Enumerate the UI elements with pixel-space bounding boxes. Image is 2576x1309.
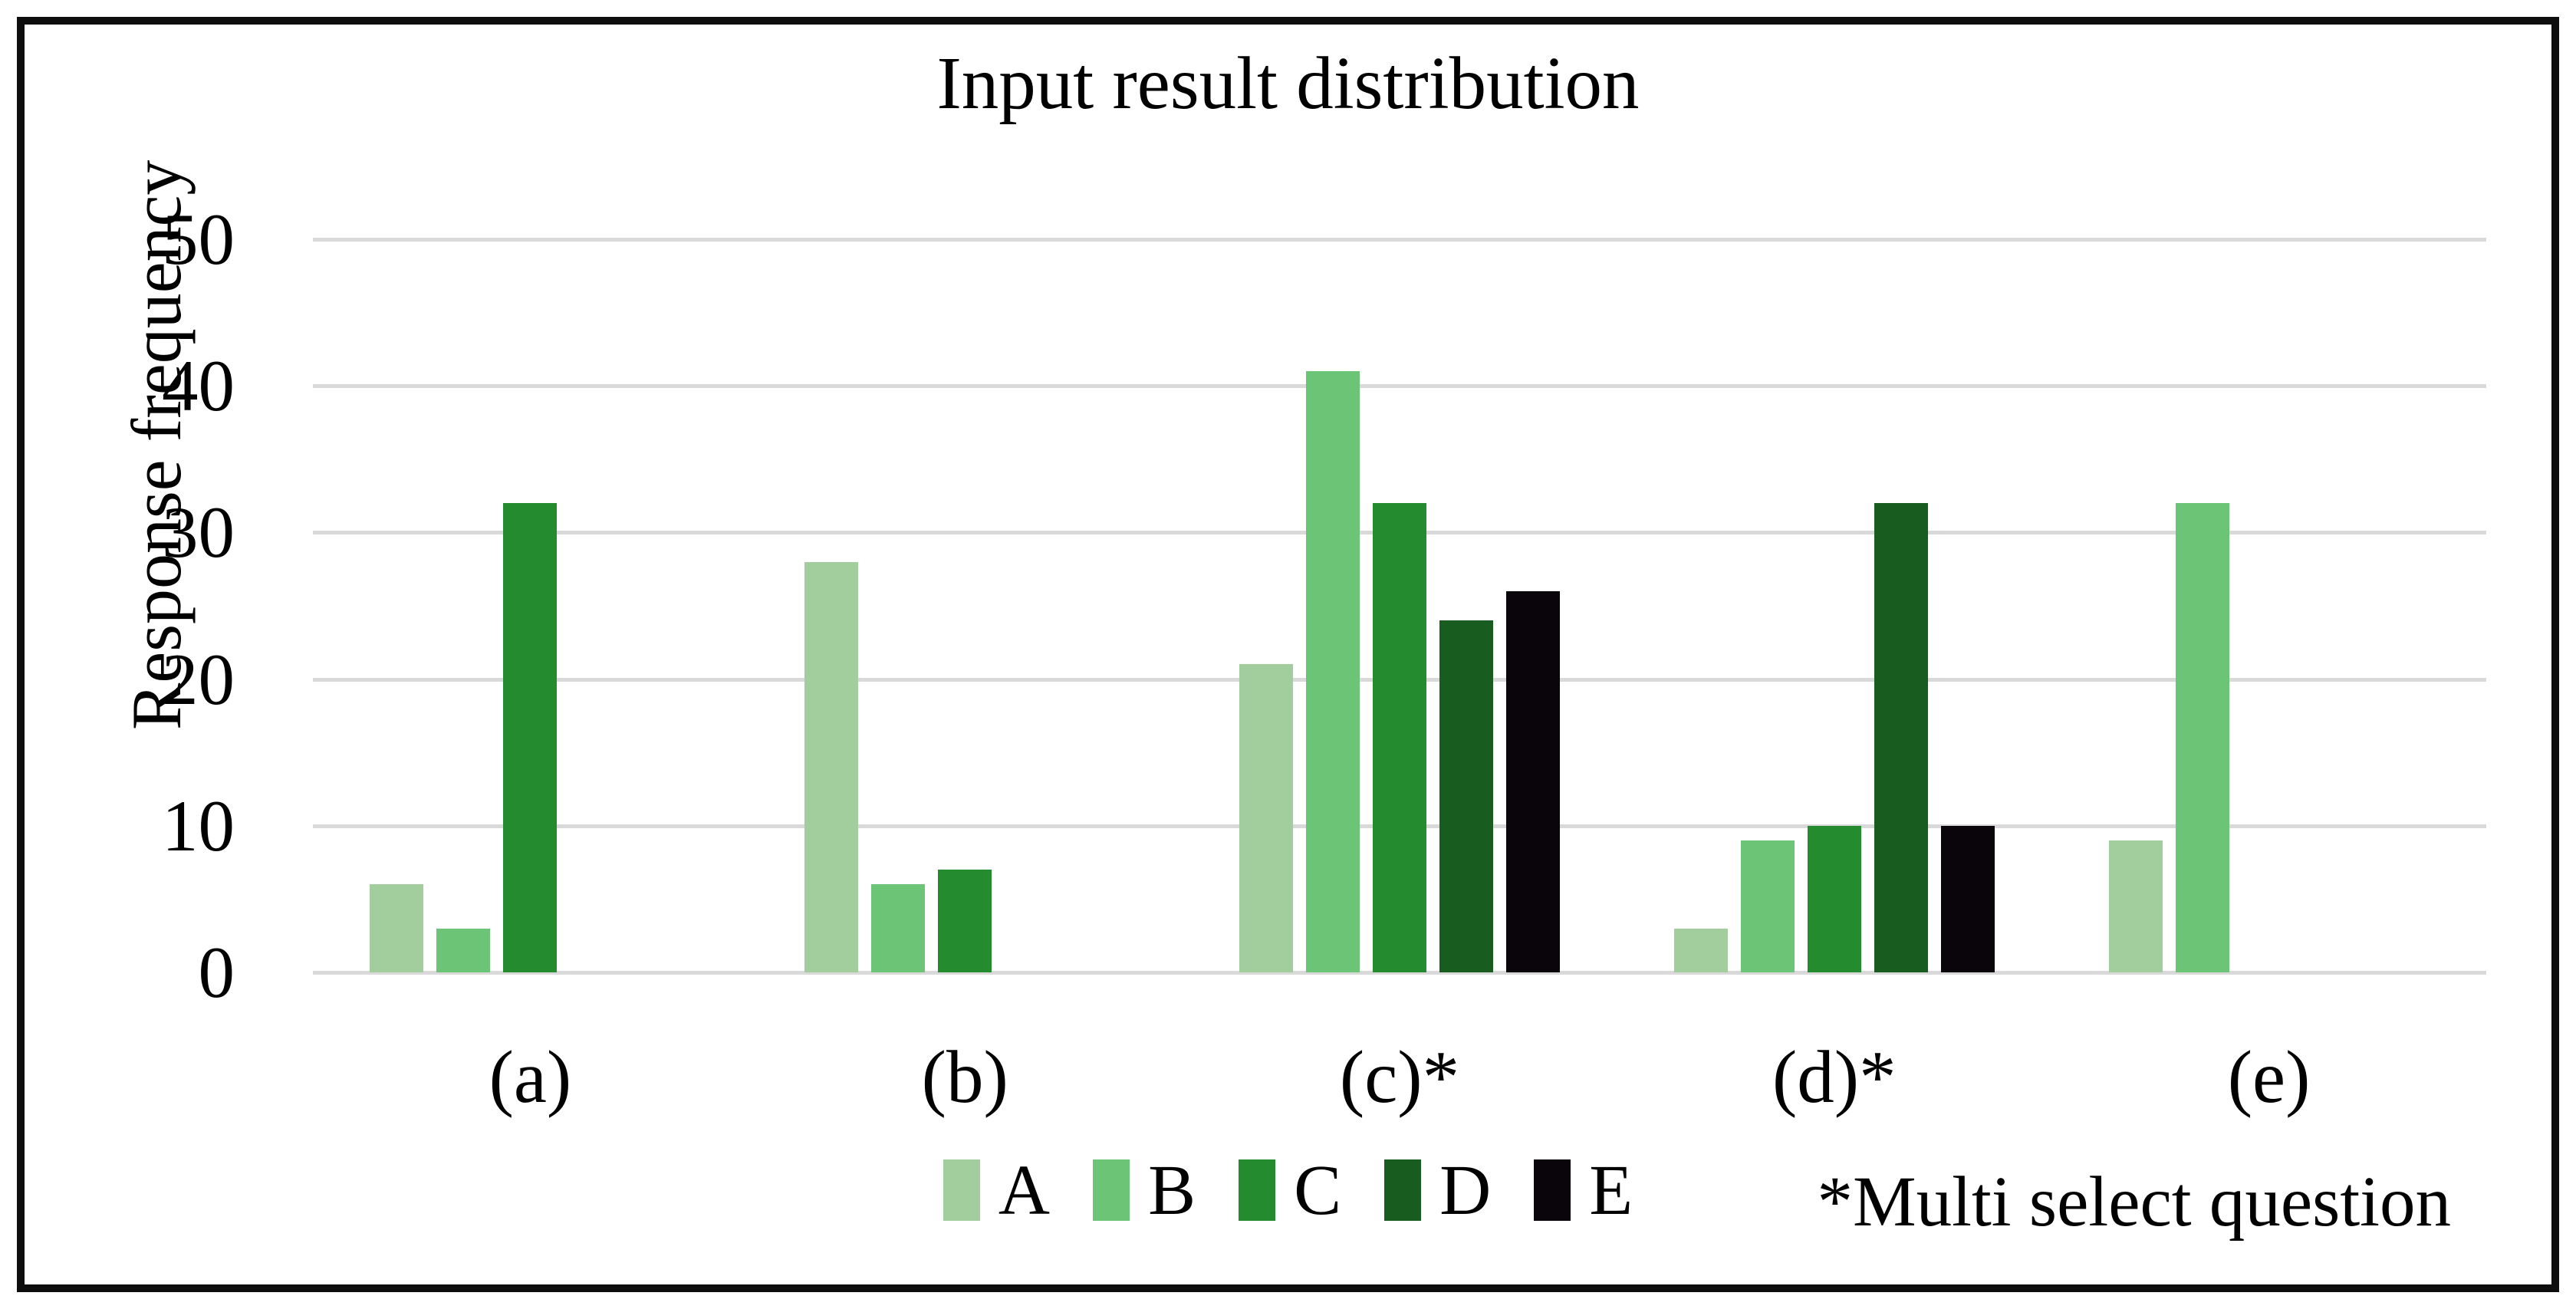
legend: A B C D E	[0, 1151, 2576, 1230]
bar-group-b	[748, 239, 1183, 972]
y-axis-tick-label: 0	[198, 932, 235, 1013]
legend-item-d: D	[1384, 1149, 1491, 1232]
chart-title: Input result distribution	[936, 42, 1640, 124]
x-axis-category-label: (b)	[921, 1036, 1008, 1118]
legend-label: D	[1439, 1150, 1492, 1230]
bar-d	[1439, 620, 1493, 972]
x-axis-category-label: (c)*	[1339, 1036, 1460, 1118]
y-axis-tick-label: 10	[162, 784, 235, 867]
legend-label: E	[1589, 1150, 1633, 1230]
bar-b	[871, 884, 926, 972]
bar-a	[370, 884, 424, 972]
bar-b	[436, 929, 491, 972]
gridline	[313, 971, 2486, 975]
x-axis-category-label: (d)*	[1772, 1036, 1897, 1118]
gridline	[313, 384, 2486, 389]
legend-swatch-c	[1239, 1159, 1276, 1221]
bar-a	[2108, 840, 2163, 972]
multi-select-note: *Multi select question	[1817, 1163, 2451, 1242]
bar-e	[1505, 591, 1560, 972]
bar-c	[1372, 503, 1426, 972]
figure-border	[17, 17, 2559, 1292]
legend-label: C	[1294, 1150, 1342, 1230]
legend-label: A	[998, 1150, 1051, 1230]
bar-c	[1807, 826, 1861, 972]
bar-b	[1740, 840, 1795, 972]
legend-swatch-a	[943, 1159, 980, 1221]
legend-swatch-d	[1384, 1159, 1422, 1221]
legend-item-e: E	[1534, 1149, 1633, 1232]
legend-swatch-b	[1093, 1159, 1130, 1221]
y-axis-tick-label: 50	[162, 199, 235, 280]
legend-item-a: A	[943, 1149, 1050, 1232]
y-axis-tick-label: 40	[162, 345, 235, 427]
bar-a	[1239, 664, 1293, 972]
legend-swatch-e	[1534, 1159, 1571, 1221]
legend-label: B	[1148, 1150, 1196, 1230]
bar-a	[804, 562, 859, 972]
legend-item-c: C	[1239, 1149, 1341, 1232]
bar-group-c	[1183, 239, 1617, 972]
bar-group-e	[2051, 239, 2486, 972]
bar-b	[1305, 371, 1360, 972]
bar-c	[938, 870, 992, 972]
legend-item-b: B	[1093, 1149, 1196, 1232]
bar-group-a	[313, 239, 748, 972]
gridline	[313, 238, 2486, 242]
bar-d	[1874, 503, 1928, 972]
bar-a	[1673, 929, 1728, 972]
x-axis-category-label: (a)	[489, 1036, 572, 1118]
y-axis-tick-label: 30	[162, 492, 235, 574]
x-axis-category-label: (e)	[2227, 1036, 2311, 1118]
bar-c	[503, 503, 558, 972]
bar-e	[1940, 826, 1995, 972]
bar-group-d	[1617, 239, 2051, 972]
bar-b	[2175, 503, 2229, 972]
y-axis-tick-label: 20	[162, 638, 235, 720]
